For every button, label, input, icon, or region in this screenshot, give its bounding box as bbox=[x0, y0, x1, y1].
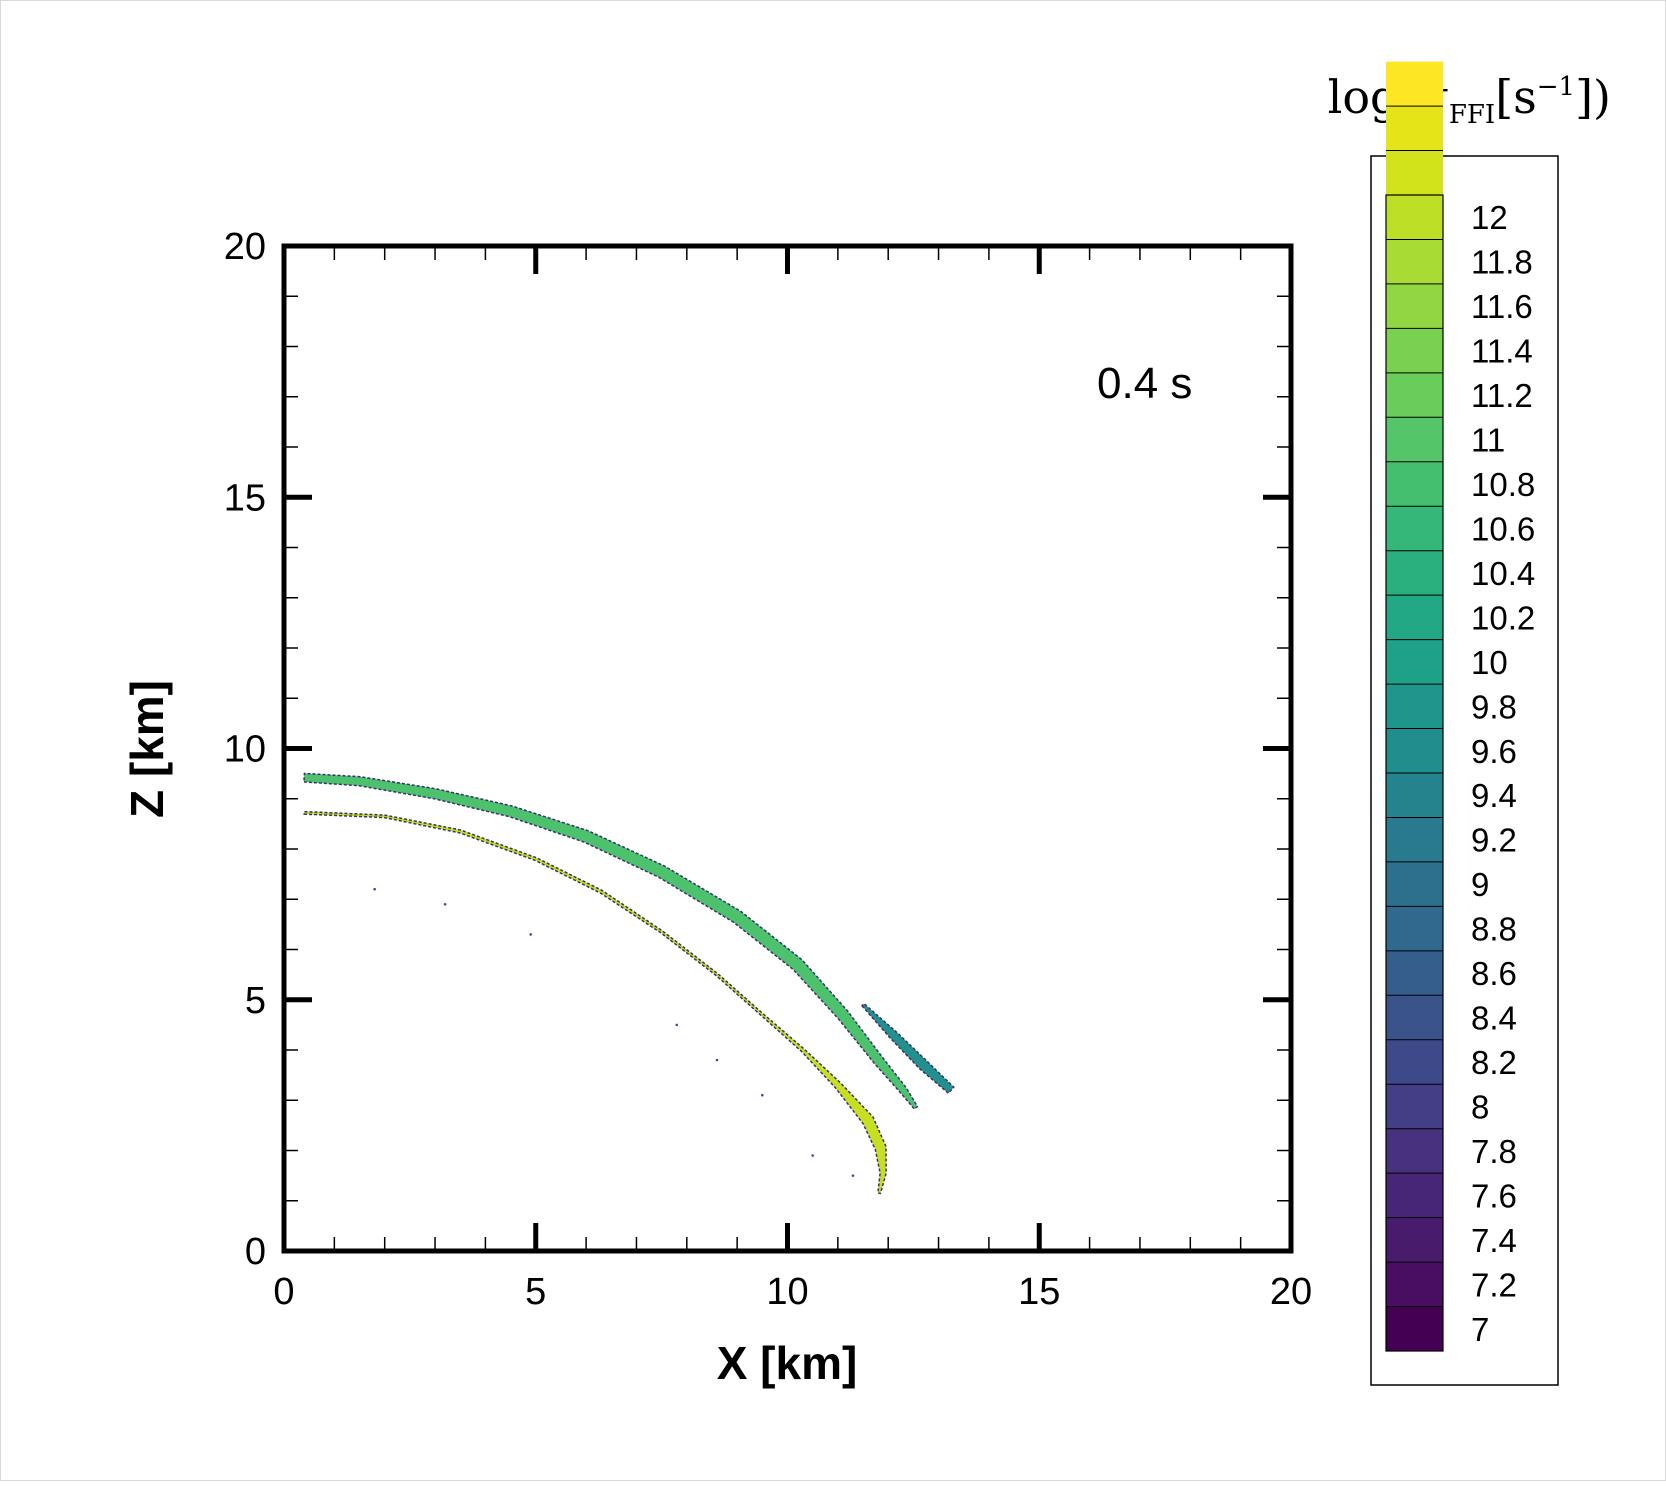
colorbar-label: 9.4 bbox=[1471, 777, 1517, 814]
speckle-point bbox=[851, 1174, 855, 1177]
speckle-point bbox=[443, 902, 447, 906]
colorbar-label: 11 bbox=[1471, 422, 1505, 459]
colorbar-label: 11.6 bbox=[1471, 288, 1533, 325]
contour-band-1 bbox=[303, 772, 919, 1110]
x-tick-label: 0 bbox=[273, 1271, 294, 1313]
x-tick-label: 15 bbox=[1018, 1271, 1060, 1313]
colorbar-label: 8.6 bbox=[1471, 955, 1517, 992]
x-tick-label: 10 bbox=[766, 1271, 808, 1313]
y-tick-label: 5 bbox=[245, 980, 266, 1022]
colorbar-label: 7.6 bbox=[1471, 1177, 1517, 1214]
time-annotation: 0.4 s bbox=[1097, 359, 1192, 408]
colorbar-swatch bbox=[1386, 506, 1443, 552]
colorbar-label: 8.4 bbox=[1471, 1000, 1517, 1037]
colorbar-label: 8 bbox=[1471, 1088, 1489, 1125]
colorbar-swatch bbox=[1386, 328, 1443, 374]
speckle-point bbox=[715, 1058, 719, 1062]
colorbar-swatch bbox=[1386, 372, 1443, 418]
colorbar-swatch bbox=[1386, 1173, 1443, 1219]
colorbar-label: 8.2 bbox=[1471, 1044, 1517, 1081]
speckle-point bbox=[811, 1154, 814, 1157]
colorbar-label: 7 bbox=[1471, 1311, 1489, 1348]
speckle-point bbox=[529, 933, 533, 936]
y-axis-title: Z [km] bbox=[121, 680, 173, 818]
colorbar-swatch bbox=[1386, 639, 1443, 685]
y-tick-label: 15 bbox=[224, 477, 266, 519]
colorbar-swatch bbox=[1386, 1217, 1443, 1263]
colorbar-title-subscript: FFI bbox=[1449, 100, 1495, 130]
colorbar-label: 8.8 bbox=[1471, 911, 1517, 948]
colorbar-swatch bbox=[1386, 728, 1443, 774]
plot-data-layer bbox=[303, 772, 955, 1195]
colorbar-swatch bbox=[1386, 106, 1443, 152]
colorbar-swatch bbox=[1386, 195, 1443, 240]
colorbar-swatch bbox=[1386, 461, 1443, 507]
colorbar-swatch bbox=[1386, 995, 1443, 1041]
colorbar-title: log(σFFI[s−1]) bbox=[1328, 70, 1611, 130]
speckle-point bbox=[761, 1093, 764, 1097]
colorbar-swatch bbox=[1386, 1039, 1443, 1085]
colorbar-swatch bbox=[1386, 595, 1443, 641]
colorbar-outline bbox=[1385, 194, 1444, 1352]
colorbar-label: 9.2 bbox=[1471, 822, 1517, 859]
colorbar-label: 11.4 bbox=[1471, 333, 1533, 370]
colorbar-label: 10 bbox=[1471, 644, 1508, 681]
colorbar-label: 9 bbox=[1471, 866, 1489, 903]
colorbar-swatch bbox=[1386, 283, 1443, 329]
colorbar-label: 10.8 bbox=[1471, 466, 1535, 503]
colorbar-label: 7.2 bbox=[1471, 1266, 1517, 1303]
colorbar-label: 7.8 bbox=[1471, 1133, 1517, 1170]
colorbar-label: 10.6 bbox=[1471, 510, 1535, 547]
colorbar-swatch bbox=[1386, 950, 1443, 996]
colorbar-box bbox=[1370, 155, 1559, 1386]
y-tick-label: 10 bbox=[224, 729, 266, 771]
colorbar-swatch bbox=[1386, 684, 1443, 730]
colorbar-title-end: ]) bbox=[1575, 70, 1611, 124]
colorbar-label: 10.4 bbox=[1471, 555, 1535, 592]
axis-ticks: 0 5 10 15 20 0 5 10 15 20 bbox=[224, 226, 1312, 1313]
colorbar-title-unit: [s bbox=[1495, 70, 1537, 124]
colorbar-swatch bbox=[1386, 239, 1443, 285]
y-tick-label: 20 bbox=[224, 226, 266, 268]
svg-text:log(σFFI[s−1]): log(σFFI[s−1]) bbox=[1328, 70, 1611, 130]
x-tick-label: 5 bbox=[525, 1271, 546, 1313]
colorbar-label: 12 bbox=[1471, 199, 1508, 236]
colorbar-swatch bbox=[1386, 773, 1443, 818]
contour-band-3 bbox=[303, 810, 887, 1195]
colorbar-label: 11.8 bbox=[1471, 244, 1533, 281]
colorbar-swatch bbox=[1386, 817, 1443, 863]
colorbar-label: 7.4 bbox=[1471, 1222, 1517, 1259]
colorbar-label: 10.2 bbox=[1471, 599, 1535, 636]
colorbar-swatch bbox=[1386, 150, 1443, 196]
x-axis-title: X [km] bbox=[717, 1337, 858, 1389]
speckle-point bbox=[675, 1023, 679, 1027]
colorbar-swatch bbox=[1386, 550, 1443, 596]
colorbar-swatch bbox=[1386, 861, 1443, 907]
colorbar-label: 9.8 bbox=[1471, 688, 1517, 725]
colorbar-swatch bbox=[1386, 1128, 1443, 1174]
colorbar-swatch bbox=[1386, 1306, 1443, 1352]
x-tick-label: 20 bbox=[1270, 1271, 1312, 1313]
colorbar-label: 9.6 bbox=[1471, 733, 1517, 770]
speckle-point bbox=[373, 887, 376, 891]
colorbar-swatch bbox=[1386, 1084, 1443, 1130]
colorbar-title-superscript: −1 bbox=[1537, 72, 1575, 102]
contour-band-2 bbox=[861, 1002, 955, 1094]
colorbar-swatch bbox=[1386, 417, 1443, 463]
colorbar-swatch bbox=[1386, 61, 1443, 107]
colorbar: 12 11.8 11.6 11.4 11.2 11 10.8 10.6 10.4 10.2 10 9.… bbox=[1385, 61, 1535, 1352]
colorbar-label: 11.2 bbox=[1471, 377, 1533, 414]
y-tick-label: 0 bbox=[245, 1231, 266, 1273]
colorbar-swatch bbox=[1386, 906, 1443, 952]
colorbar-swatch bbox=[1386, 1262, 1443, 1308]
